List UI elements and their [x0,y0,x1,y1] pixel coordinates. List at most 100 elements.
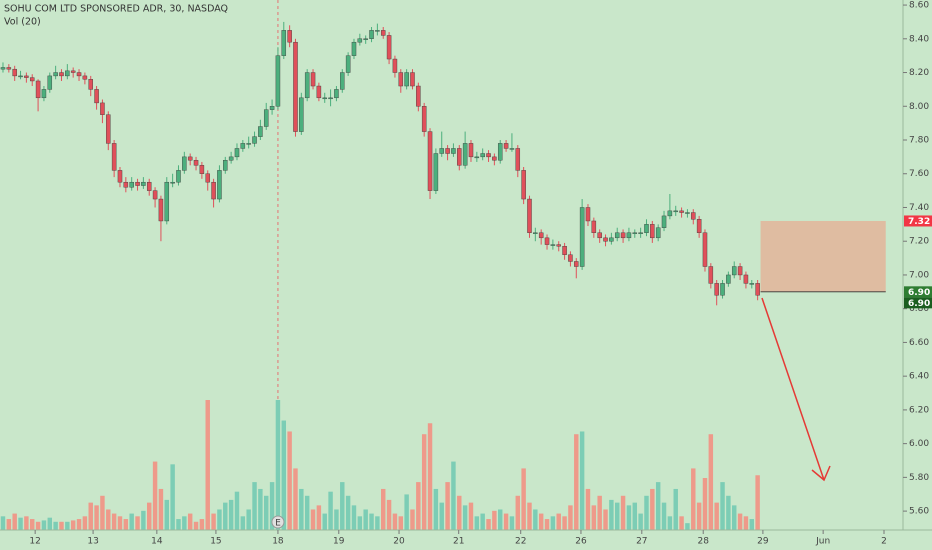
candle-body [556,244,561,247]
candle-body [620,232,626,239]
candle-body [328,97,333,100]
volume-bar [275,400,281,530]
volume-bar [632,502,638,530]
candle-body [211,181,216,200]
candle-body [228,156,234,161]
volume-bar [737,513,743,530]
y-tick-label: 8.40 [909,34,929,44]
candle-body [591,220,597,233]
candle-body [135,181,140,186]
volume-bar [527,502,532,530]
candle-body [597,232,602,239]
candle-body [650,224,655,239]
candle-body [749,283,755,285]
candle-body [439,148,444,154]
candle-body [299,97,304,132]
y-tick-label: 8.00 [909,102,929,112]
volume-bar [316,505,322,530]
volume-bar [357,516,363,530]
volume-bar [35,521,41,530]
y-tick-label: 5.80 [909,473,929,483]
candle-body [88,79,93,90]
candle-body [398,72,404,87]
volume-bar [392,513,398,530]
candle-body [655,227,661,239]
volume-bar [82,516,88,530]
candle-body [316,85,322,99]
candle-body [702,232,708,267]
volume-bar [123,519,129,530]
volume-bar [591,505,597,530]
candle-body [258,126,263,137]
y-tick-label: 8.20 [909,68,929,78]
candle-body [47,75,53,90]
candle-body [691,212,696,220]
candle-body [480,153,485,158]
volume-bar [0,516,6,530]
volume-bar [328,491,333,530]
volume-bar [345,495,351,530]
target-box [760,220,886,292]
candle-body [76,72,82,77]
x-tick-label: 15 [210,537,221,547]
candle-body [187,156,193,161]
volume-bar [334,509,339,530]
volume-bar [158,488,164,530]
volume-bar [351,505,357,530]
candle-body [538,232,544,239]
candle-body [720,283,725,296]
candle-body [41,89,47,99]
x-tick-label: 29 [757,537,769,547]
volume-bar [451,461,456,530]
volume-bar [638,513,643,530]
volume-bar [655,482,661,530]
candle-body [474,156,480,159]
volume-bar [468,502,474,530]
candle-body [106,114,111,144]
candle-body [340,72,345,90]
candle-body [726,274,731,284]
volume-bar [6,519,12,530]
candle-body [574,261,579,267]
volume-bar [720,482,725,530]
candle-body [281,30,287,56]
x-tick-label: 2 [881,537,887,547]
y-tick-label: 7.60 [909,169,929,179]
candle-body [661,215,667,228]
candle-body [673,210,678,213]
candle-body [234,148,240,158]
candle-body [486,153,491,158]
candle-body [117,170,123,183]
candle-body [708,266,714,284]
volume-bar [743,516,749,530]
volume-bar [293,468,298,530]
candle-body [696,219,702,233]
volume-bar [574,434,579,530]
volume-bar [147,502,152,530]
volume-bar [685,523,690,530]
volume-bar [626,505,632,530]
candle-body [164,181,170,222]
volume-bar [650,488,655,530]
candle-body [129,181,134,188]
volume-bar [615,502,620,530]
candle-body [550,244,556,246]
candle-body [304,72,310,99]
volume-bar [246,509,251,530]
candle-body [743,274,749,284]
candle-body [679,210,684,213]
candle-body [421,106,427,132]
candle-body [427,131,433,191]
volume-bar [538,513,544,530]
x-tick-label: 27 [636,537,647,547]
x-tick-label: Jun [815,537,830,547]
volume-bar [550,516,556,530]
volume-bar [474,516,480,530]
y-tick-label: 7.80 [909,136,929,146]
y-tick-label: 6.80 [909,304,929,314]
x-tick-label: 14 [151,537,163,547]
volume-bar [24,516,29,530]
volume-bar [667,516,673,530]
candle-body [193,160,199,166]
